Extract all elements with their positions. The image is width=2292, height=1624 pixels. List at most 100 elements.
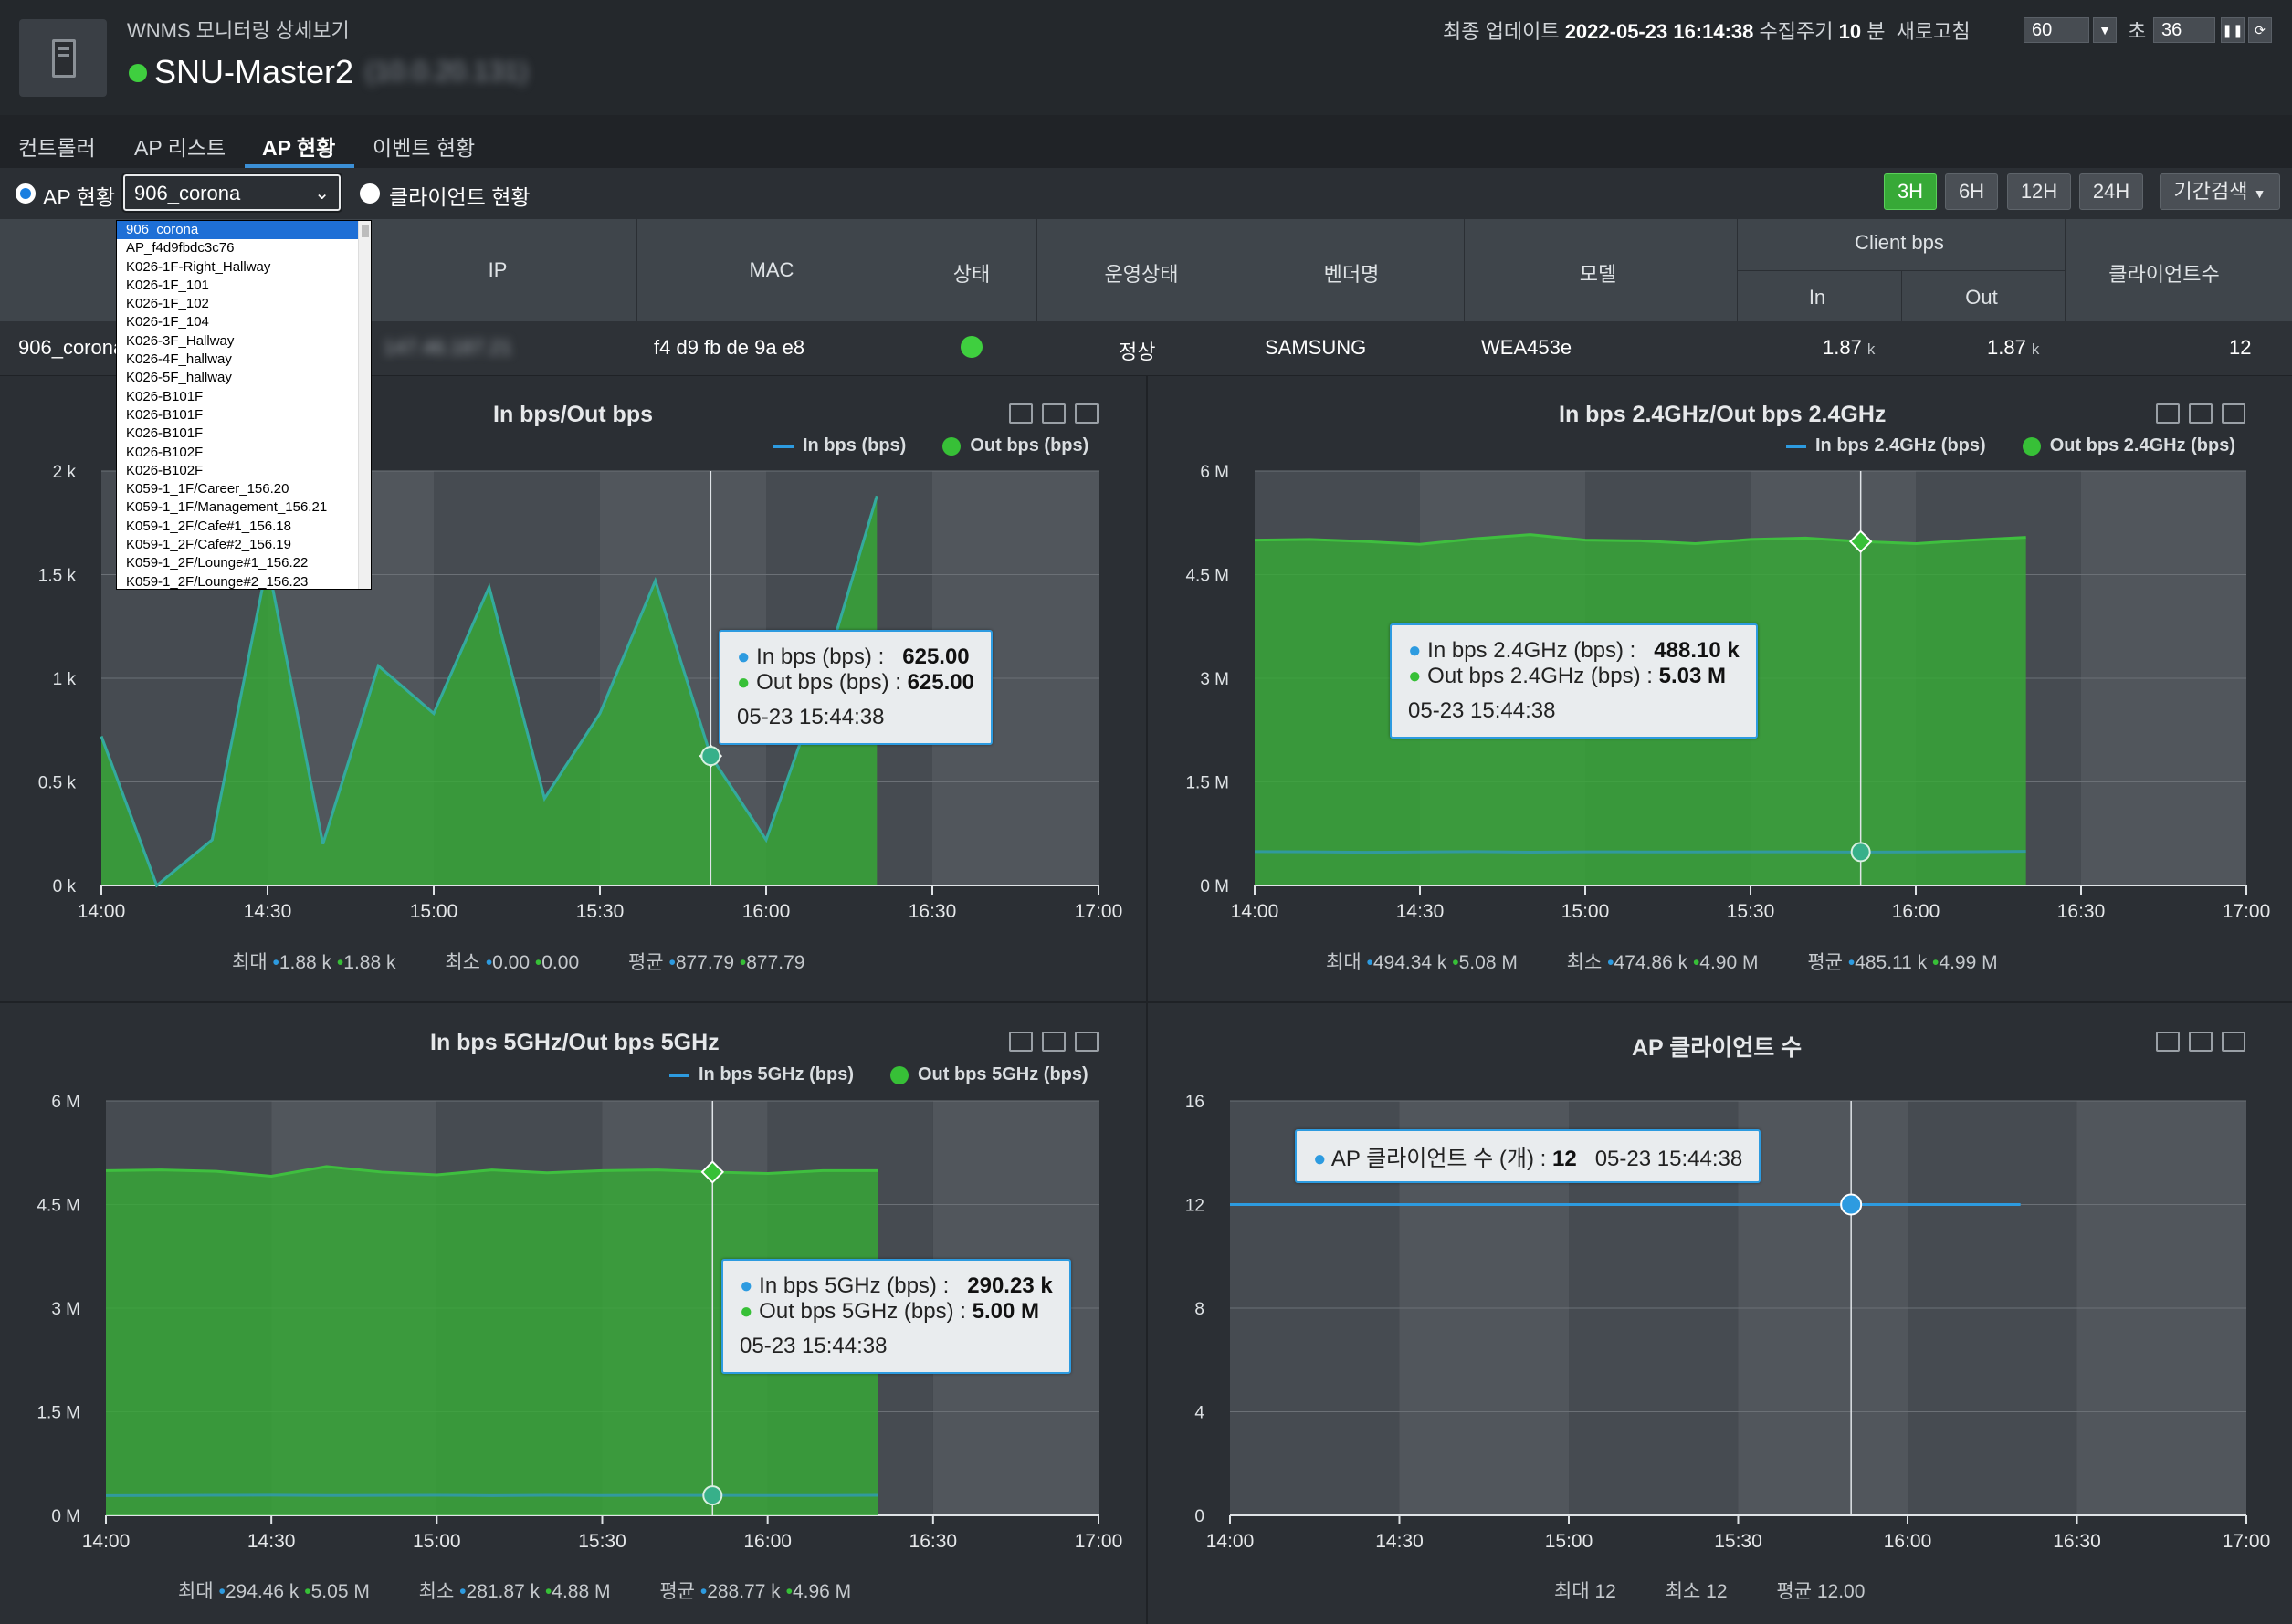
- tab-controller[interactable]: 컨트롤러: [18, 136, 96, 160]
- ap-select-dropdown[interactable]: 906_corona AP_f4d9fbdc3c76 K026-1F-Right_H…: [116, 220, 372, 590]
- tab-event-status[interactable]: 이벤트 현황: [373, 136, 476, 160]
- image-export-icon[interactable]: [2189, 1032, 2213, 1052]
- tab-ap-status[interactable]: AP 현황: [262, 136, 336, 160]
- range-12h-button[interactable]: 12H: [2007, 173, 2071, 210]
- dropdown-option[interactable]: K026-B101F: [126, 425, 204, 442]
- server-icon: [19, 19, 107, 97]
- y-tick-label: 3 M: [1200, 670, 1229, 689]
- dropdown-option[interactable]: K026-3F_Hallway: [126, 332, 235, 349]
- dropdown-option[interactable]: K026-B102F: [126, 444, 204, 460]
- col-op-status: 운영상태: [1104, 263, 1179, 286]
- image-export-icon[interactable]: [2189, 403, 2213, 424]
- dropdown-scrollbar[interactable]: [358, 221, 371, 589]
- image-export-icon[interactable]: [1042, 1032, 1066, 1052]
- refresh-icon[interactable]: ⟳: [2248, 17, 2272, 43]
- x-tick-label: 15:00: [1561, 901, 1610, 922]
- active-tab-indicator: [245, 164, 354, 168]
- print-icon[interactable]: [2222, 1032, 2245, 1052]
- dropdown-option[interactable]: K026-5F_hallway: [126, 370, 232, 386]
- dropdown-option[interactable]: K059-1_2F/Cafe#2_156.19: [126, 537, 291, 553]
- interval-unit: 분: [1866, 20, 1886, 43]
- dropdown-option[interactable]: K026-1F_102: [126, 296, 209, 312]
- col-client-bps: Client bps: [1855, 231, 1944, 254]
- legend-out[interactable]: Out bps 2.4GHz (bps): [2049, 435, 2236, 456]
- y-tick-label: 1.5 M: [37, 1404, 80, 1423]
- table-view-icon[interactable]: [2156, 1032, 2180, 1052]
- cell-in: 1.87 k: [1823, 336, 1876, 359]
- image-export-icon[interactable]: [1042, 403, 1066, 424]
- table-view-icon[interactable]: [2156, 403, 2180, 424]
- dropdown-option[interactable]: K026-1F_104: [126, 314, 209, 330]
- page-subtitle: WNMS 모니터링 상세보기: [127, 19, 350, 42]
- dropdown-option[interactable]: K026-4F_hallway: [126, 351, 232, 368]
- dropdown-option[interactable]: K026-1F-Right_Hallway: [126, 258, 271, 275]
- ap-select[interactable]: 906_corona ⌄: [121, 173, 342, 213]
- pause-icon[interactable]: ❚❚: [2221, 17, 2245, 43]
- series-out-line: [105, 1165, 878, 1178]
- dropdown-option[interactable]: K026-B101F: [126, 388, 204, 404]
- chart-24ghz[interactable]: 0 M 1.5 M 3 M 4.5 M 6 M 14:00 14:30 15:00 15:30 1…: [1149, 456, 2292, 931]
- table-row[interactable]: [0, 321, 2292, 376]
- dropdown-option[interactable]: 906_corona: [117, 221, 371, 240]
- table-view-icon[interactable]: [1009, 403, 1033, 424]
- y-tick-label: 1 k: [53, 670, 77, 689]
- print-icon[interactable]: [1075, 403, 1099, 424]
- host-name: SNU-Master2: [154, 53, 354, 90]
- print-icon[interactable]: [1075, 1032, 1099, 1052]
- in-marker: [702, 1485, 723, 1506]
- legend-in[interactable]: In bps 5GHz (bps): [699, 1064, 854, 1084]
- dropdown-option[interactable]: AP_f4d9fbdc3c76: [126, 240, 235, 257]
- x-tick-label: 16:00: [1884, 1531, 1932, 1552]
- cell-model: WEA453e: [1481, 336, 1572, 359]
- cell-vendor: SAMSUNG: [1265, 336, 1367, 359]
- x-tick-label: 16:00: [1892, 901, 1940, 922]
- y-tick-label: 12: [1185, 1197, 1204, 1216]
- table-view-icon[interactable]: [1009, 1032, 1033, 1052]
- col-vendor: 벤더명: [1323, 263, 1380, 286]
- range-24h-button[interactable]: 24H: [2079, 173, 2143, 210]
- x-tick-label: 16:30: [2057, 901, 2106, 922]
- legend-in[interactable]: In bps (bps): [803, 435, 907, 456]
- in-marker: [1850, 842, 1871, 863]
- print-icon[interactable]: [2222, 403, 2245, 424]
- legend-in[interactable]: In bps 2.4GHz (bps): [1815, 435, 1986, 456]
- ap-status-radio[interactable]: [16, 183, 36, 204]
- dropdown-option[interactable]: K059-1_1F/Career_156.20: [126, 481, 289, 498]
- range-6h-button[interactable]: 6H: [1945, 173, 1998, 210]
- chart-stats: 최대 12 최소 12 평균 12.00: [1554, 1581, 1866, 1602]
- x-tick-label: 14:00: [1231, 901, 1279, 922]
- series-out-line: [1254, 533, 2026, 546]
- dropdown-option[interactable]: K059-1_2F/Lounge#1_156.22: [126, 555, 309, 571]
- dropdown-option[interactable]: K059-1_2F/Lounge#2_156.23: [126, 573, 309, 590]
- x-tick-label: 17:00: [2223, 1531, 2271, 1552]
- x-tick-label: 15:00: [410, 901, 458, 922]
- dropdown-option[interactable]: K059-1_1F/Management_156.21: [126, 499, 328, 516]
- chart-tooltip: ● In bps 2.4GHz (bps) : 488.10 k ● Out b…: [1390, 623, 1758, 739]
- y-tick-label: 3 M: [51, 1300, 80, 1319]
- client-status-radio[interactable]: [360, 183, 380, 204]
- dropdown-option[interactable]: K026-B102F: [126, 462, 204, 478]
- dropdown-option[interactable]: K026-1F_101: [126, 277, 209, 293]
- legend-out[interactable]: Out bps 5GHz (bps): [918, 1064, 1088, 1084]
- series-out-area: [106, 1166, 878, 1515]
- y-tick-label: 6 M: [1200, 463, 1229, 482]
- y-tick-label: 1.5 k: [38, 567, 77, 586]
- col-in: In: [1808, 286, 1826, 309]
- cell-ap-name: 906_corona: [18, 336, 125, 359]
- series-in-line: [105, 1493, 878, 1497]
- dropdown-option[interactable]: K059-1_2F/Cafe#1_156.18: [126, 518, 291, 534]
- period-search-button[interactable]: 기간검색 ▼: [2160, 173, 2280, 210]
- legend-out[interactable]: Out bps (bps): [970, 435, 1089, 456]
- ap-status-radio-label: AP 현황: [43, 185, 115, 209]
- cell-ip: 147.46.187.21: [384, 336, 512, 359]
- tab-ap-list[interactable]: AP 리스트: [134, 136, 226, 160]
- refresh-interval-select[interactable]: 60: [2024, 17, 2089, 43]
- chart-toolbar: [2156, 1032, 2245, 1052]
- chevron-down-icon[interactable]: ▼: [2093, 17, 2117, 43]
- range-3h-button[interactable]: 3H: [1884, 173, 1937, 210]
- x-tick-label: 17:00: [1075, 1531, 1123, 1552]
- chart-legend: In bps 5GHz (bps) Out bps 5GHz (bps): [669, 1064, 1088, 1085]
- ap-select-value: 906_corona: [134, 182, 241, 204]
- dropdown-option[interactable]: K026-B101F: [126, 406, 204, 423]
- value-marker: [1840, 1193, 1863, 1216]
